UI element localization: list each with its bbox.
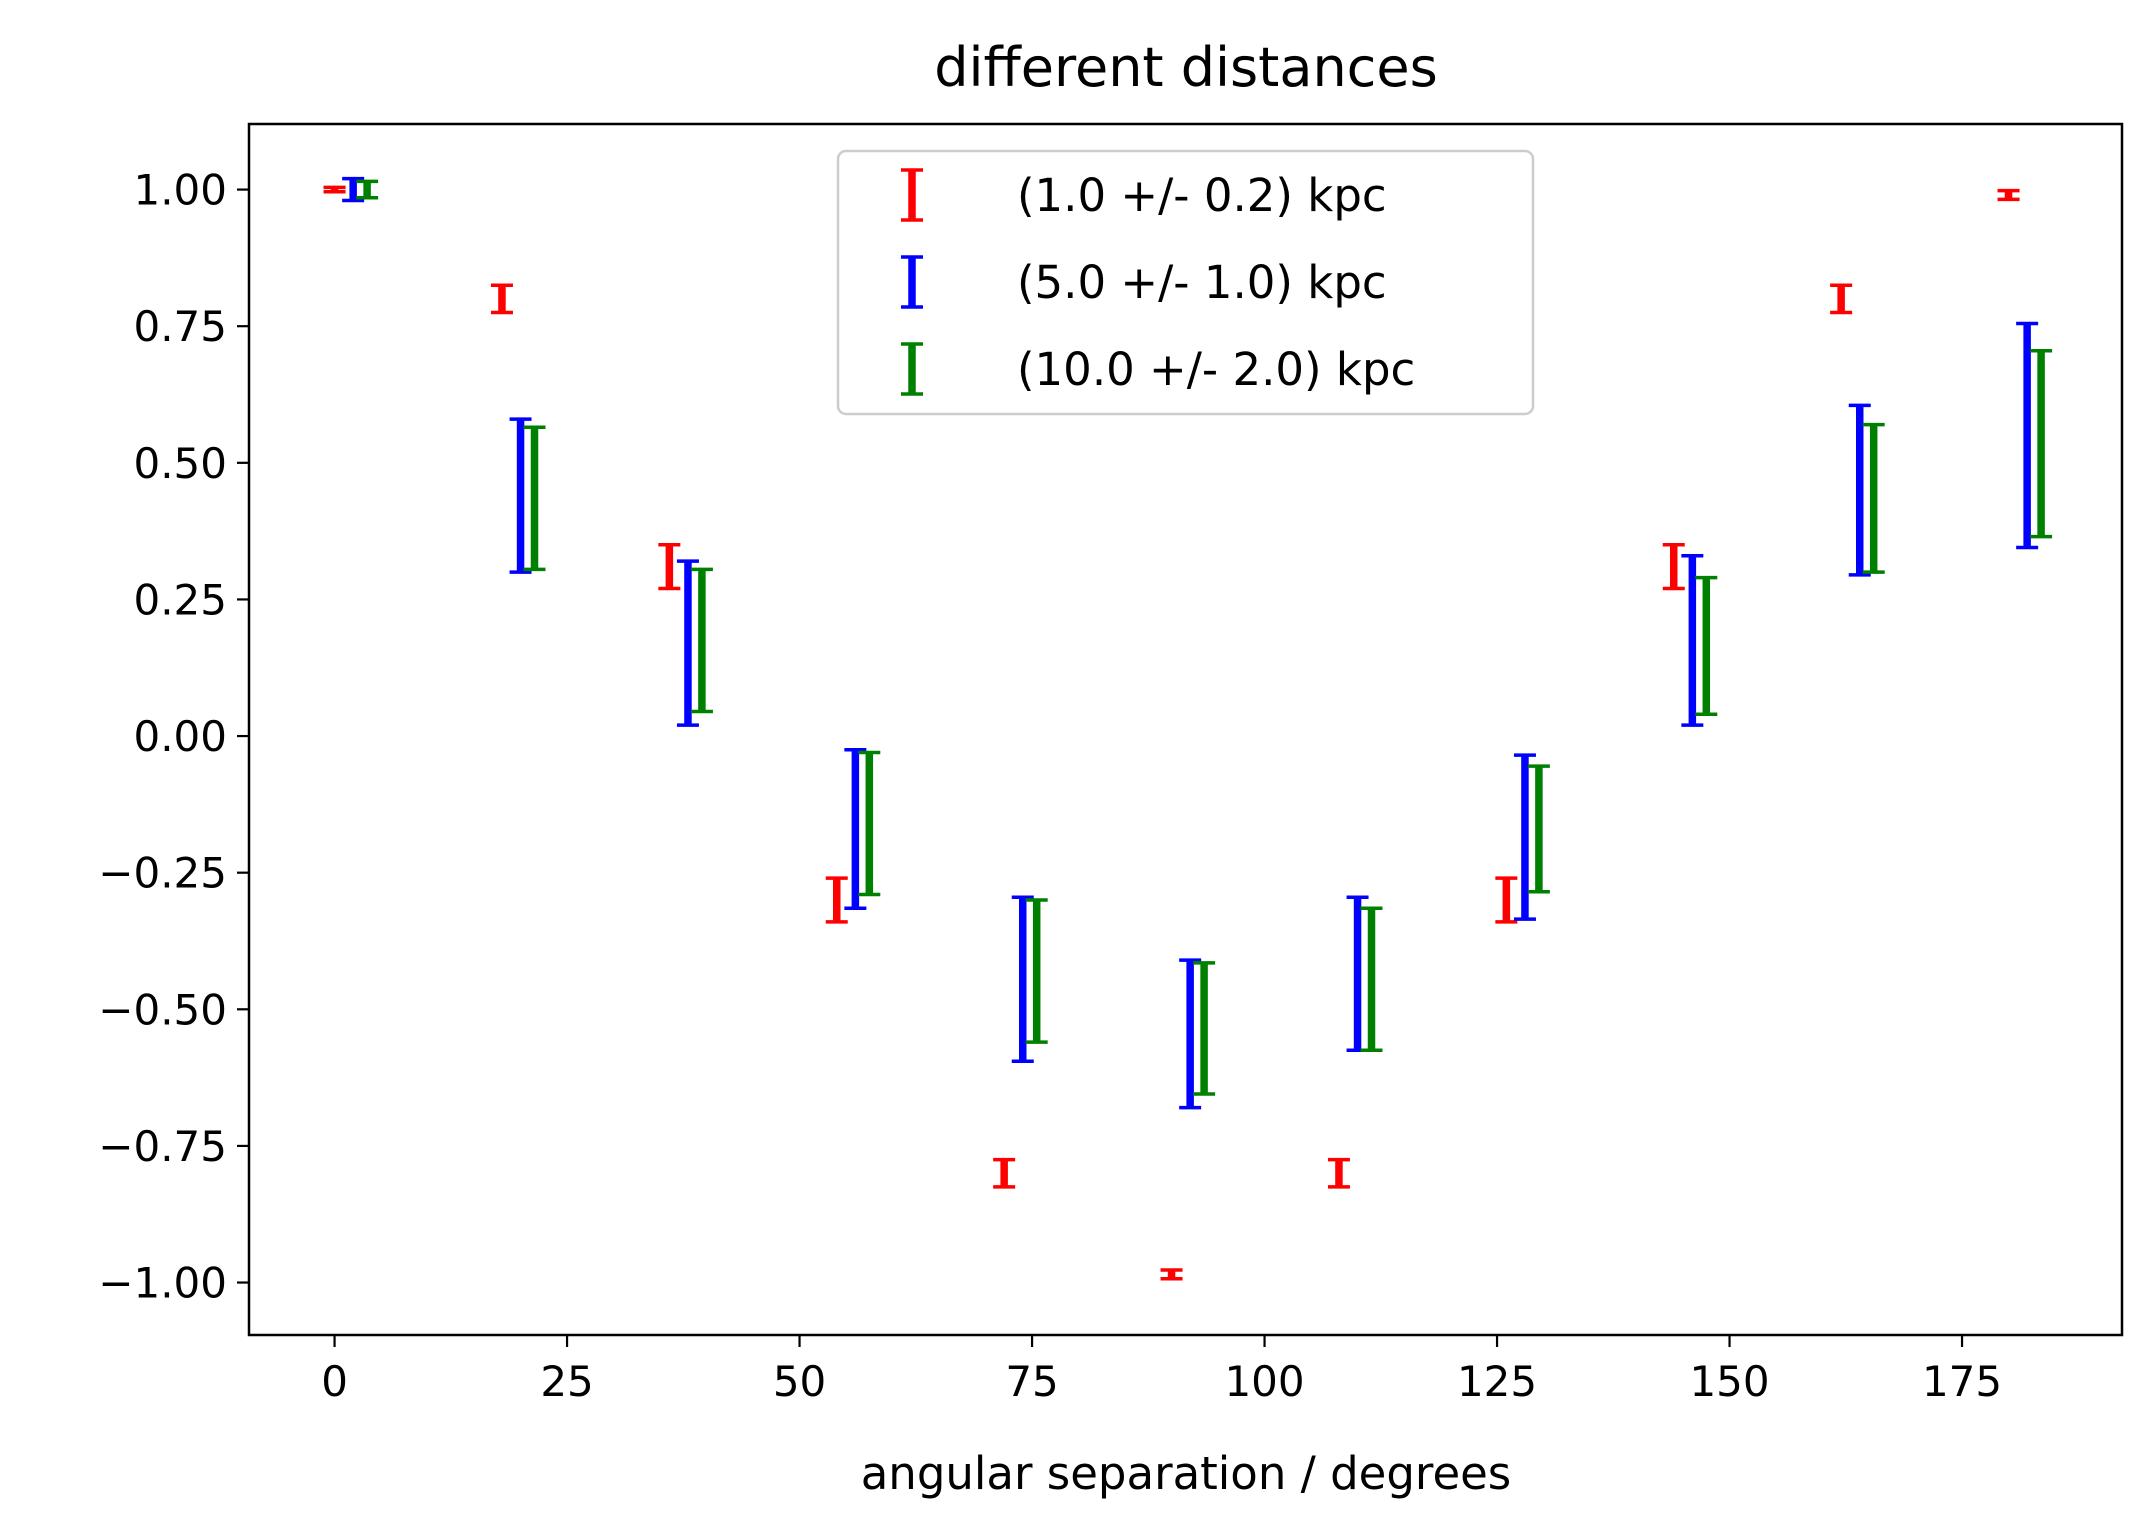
error-bar xyxy=(356,179,379,200)
error-bar xyxy=(1011,895,1034,1063)
error-bar xyxy=(2030,349,2053,539)
legend-swatch xyxy=(901,342,923,396)
legend-item: (1.0 +/- 0.2) kpc xyxy=(901,168,1387,222)
error-bar xyxy=(2016,321,2039,550)
error-bar xyxy=(323,185,346,194)
legend-label: (5.0 +/- 1.0) kpc xyxy=(1017,256,1387,309)
error-bar xyxy=(858,750,881,897)
series-2 xyxy=(342,176,2039,1110)
x-tick-label: 25 xyxy=(540,1357,593,1406)
error-bar xyxy=(1327,1157,1350,1189)
error-bar xyxy=(825,876,848,924)
x-tick-label: 150 xyxy=(1689,1357,1769,1406)
error-bar xyxy=(658,543,681,591)
series-3 xyxy=(356,179,2053,1096)
error-bar xyxy=(1179,958,1202,1110)
error-bar xyxy=(1513,753,1536,921)
x-tick-label: 75 xyxy=(1005,1357,1058,1406)
y-tick-label: −0.50 xyxy=(98,985,227,1034)
error-bar xyxy=(1160,1268,1183,1281)
error-bar xyxy=(490,283,513,315)
legend-label: (1.0 +/- 0.2) kpc xyxy=(1017,169,1387,222)
error-bar xyxy=(1695,575,1718,716)
y-tick-label: −0.75 xyxy=(98,1122,227,1171)
error-bar xyxy=(1862,422,1885,574)
legend-item: (5.0 +/- 1.0) kpc xyxy=(901,255,1387,309)
error-bar xyxy=(1360,906,1383,1053)
plot-frame xyxy=(247,122,2124,1337)
error-bar xyxy=(993,1157,1016,1189)
x-tick-label: 125 xyxy=(1457,1357,1537,1406)
error-bar xyxy=(523,425,546,572)
plot-area xyxy=(323,176,2053,1281)
x-tick-label: 100 xyxy=(1224,1357,1304,1406)
error-bar xyxy=(1346,895,1369,1053)
error-bar xyxy=(1848,403,1871,577)
error-bar xyxy=(509,417,532,574)
error-bar xyxy=(844,747,867,910)
y-tick-label: −0.25 xyxy=(98,849,227,898)
y-tick-label: 0.25 xyxy=(133,575,227,624)
axis-ticks: 0 25 50 75 100 125 150 175 1.00 0.75 0.50 0.25 0.00 −… xyxy=(98,166,2002,1406)
y-tick-label: 0.00 xyxy=(133,712,227,761)
error-bar xyxy=(1662,543,1685,591)
error-bar xyxy=(1681,553,1704,727)
error-bar xyxy=(1025,898,1048,1044)
legend-label: (10.0 +/- 2.0) kpc xyxy=(1017,343,1415,396)
legend-swatch xyxy=(901,255,923,309)
y-tick-label: −1.00 xyxy=(98,1259,227,1308)
error-bar xyxy=(1527,764,1550,894)
error-bar xyxy=(342,176,365,203)
x-axis-label: angular separation / degrees xyxy=(861,1447,1512,1500)
error-bar xyxy=(690,567,713,714)
series-1 xyxy=(323,185,2020,1281)
legend-frame xyxy=(836,149,1535,416)
error-bar xyxy=(1997,188,2020,202)
y-tick-label: 0.50 xyxy=(133,439,227,488)
legend-item: (10.0 +/- 2.0) kpc xyxy=(901,342,1415,396)
x-tick-label: 0 xyxy=(321,1357,348,1406)
error-bar xyxy=(1495,876,1518,924)
error-bar xyxy=(676,559,699,727)
chart-title: different distances xyxy=(934,36,1437,99)
legend: (1.0 +/- 0.2) kpc (5.0 +/- 1.0) kpc (10.0 … xyxy=(836,149,1535,416)
y-tick-label: 0.75 xyxy=(133,302,227,351)
x-tick-label: 175 xyxy=(1922,1357,2002,1406)
legend-swatch xyxy=(901,168,923,222)
error-bar xyxy=(1193,961,1216,1096)
x-tick-label: 50 xyxy=(773,1357,826,1406)
y-tick-label: 1.00 xyxy=(133,166,227,215)
error-bar xyxy=(1830,283,1853,315)
